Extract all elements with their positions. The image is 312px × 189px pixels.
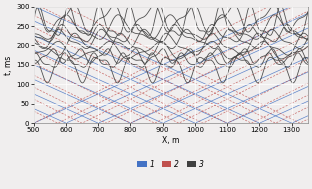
Legend: 1, 2, 3: 1, 2, 3 bbox=[134, 157, 207, 172]
Y-axis label: t, ms: t, ms bbox=[4, 55, 13, 74]
X-axis label: X, m: X, m bbox=[162, 136, 179, 145]
